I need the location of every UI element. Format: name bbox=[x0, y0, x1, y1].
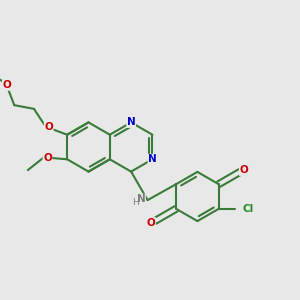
Text: O: O bbox=[146, 218, 155, 228]
Text: O: O bbox=[43, 153, 52, 163]
Text: N: N bbox=[136, 194, 146, 204]
Text: N: N bbox=[127, 117, 136, 128]
Text: O: O bbox=[239, 165, 248, 176]
Text: N: N bbox=[148, 154, 157, 164]
Text: O: O bbox=[3, 80, 11, 90]
Text: Cl: Cl bbox=[242, 204, 253, 214]
Text: O: O bbox=[44, 122, 53, 132]
Text: H: H bbox=[132, 198, 139, 207]
